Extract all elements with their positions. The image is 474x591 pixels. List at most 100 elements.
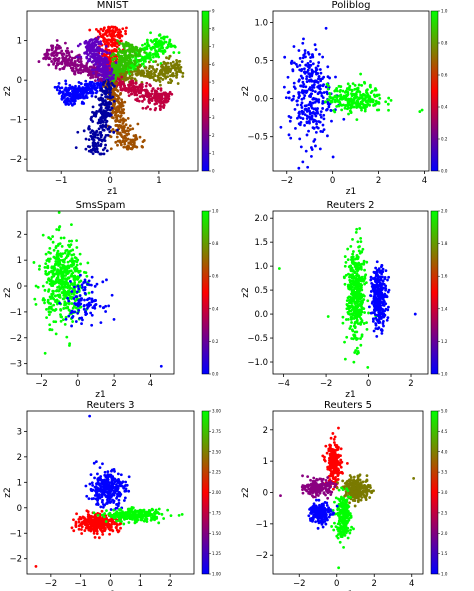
scatter-point	[117, 100, 120, 103]
scatter-point	[369, 275, 373, 279]
scatter-point	[132, 145, 135, 149]
scatter-point	[175, 71, 178, 75]
scatter-point	[105, 88, 108, 92]
axes-frame	[26, 10, 199, 172]
scatter-point	[331, 155, 335, 159]
scatter-point	[98, 73, 102, 77]
scatter-points	[34, 414, 184, 568]
scatter-point	[171, 64, 175, 68]
scatter-point	[110, 106, 114, 110]
scatter-point	[137, 58, 141, 62]
scatter-point	[356, 102, 360, 106]
scatter-point	[99, 27, 103, 31]
scatter-point	[349, 106, 353, 110]
scatter-point	[384, 307, 388, 311]
scatter-point	[97, 46, 101, 50]
scatter-point	[287, 96, 291, 100]
scatter-point	[86, 68, 90, 72]
scatter-point	[45, 316, 48, 319]
scatter-point	[360, 319, 364, 322]
scatter-point	[96, 150, 100, 154]
scatter-point	[51, 235, 55, 238]
scatter-point	[310, 74, 314, 78]
scatter-point	[90, 300, 94, 304]
scatter-point	[102, 40, 106, 43]
scatter-point	[64, 303, 68, 306]
scatter-point	[48, 305, 51, 309]
scatter-point	[127, 76, 131, 80]
colorbar-tick-label: 0.0	[441, 169, 448, 174]
scatter-point	[295, 62, 298, 66]
scatter-point	[144, 60, 147, 63]
scatter-point	[52, 57, 56, 61]
scatter-point	[329, 100, 333, 104]
scatter-point	[152, 78, 156, 82]
scatter-point	[54, 300, 57, 304]
scatter-point	[44, 262, 48, 265]
scatter-point	[297, 91, 301, 95]
scatter-point	[154, 98, 157, 102]
scatter-point	[66, 46, 69, 50]
scatter-point	[163, 99, 166, 103]
scatter-point	[119, 115, 122, 119]
scatter-point	[384, 100, 388, 104]
scatter-point	[367, 97, 371, 100]
scatter-point	[58, 51, 62, 55]
scatter-point	[121, 27, 125, 31]
scatter-point	[352, 297, 356, 301]
scatter-point	[48, 246, 52, 250]
scatter-point	[116, 73, 120, 77]
scatter-point	[327, 84, 330, 88]
scatter-point	[112, 501, 115, 504]
scatter-point	[305, 121, 309, 125]
scatter-point	[162, 106, 166, 109]
scatter-point	[93, 37, 97, 41]
scatter-point	[308, 79, 312, 83]
scatter-point	[97, 127, 101, 131]
y-tick-label: 0.0	[254, 95, 268, 105]
scatter-point	[70, 324, 73, 328]
scatter-point	[96, 503, 100, 506]
scatter-point	[95, 68, 99, 71]
scatter-point	[99, 490, 103, 493]
scatter-point	[46, 266, 50, 270]
scatter-point	[71, 259, 75, 263]
scatter-point	[324, 85, 328, 89]
scatter-point	[72, 262, 76, 266]
scatter-point	[94, 150, 97, 154]
colorbar-tick-label: 0.2	[212, 339, 219, 344]
scatter-point	[101, 462, 104, 466]
scatter-point	[108, 125, 111, 129]
scatter-point	[326, 100, 330, 104]
scatter-point	[299, 145, 303, 149]
scatter-point	[82, 281, 86, 284]
scatter-point	[301, 41, 305, 45]
scatter-point	[161, 78, 165, 81]
scatter-point	[377, 326, 381, 330]
colorbar-gradient	[201, 10, 210, 172]
scatter-point	[102, 124, 106, 128]
scatter-point	[67, 314, 71, 318]
scatter-point	[63, 282, 67, 286]
scatter-point	[127, 90, 130, 94]
scatter-point	[346, 93, 350, 97]
scatter-point	[104, 92, 108, 96]
scatter-point	[353, 101, 357, 105]
scatter-point	[124, 51, 128, 55]
scatter-point	[308, 93, 312, 97]
scatter-point	[71, 248, 75, 252]
colorbar: 0.00.20.40.60.81.0	[430, 9, 448, 174]
scatter-point	[96, 487, 100, 491]
scatter-point	[137, 90, 141, 94]
scatter-point	[65, 88, 68, 92]
scatter-point	[359, 93, 362, 97]
scatter-point	[111, 77, 115, 80]
scatter-point	[105, 483, 109, 487]
scatter-point	[95, 490, 99, 494]
scatter-point	[350, 279, 354, 283]
scatter-point	[109, 72, 112, 76]
scatter-point	[343, 340, 346, 344]
scatter-point	[68, 344, 71, 347]
panel-title: MNIST	[97, 0, 129, 11]
scatter-point	[350, 88, 354, 92]
